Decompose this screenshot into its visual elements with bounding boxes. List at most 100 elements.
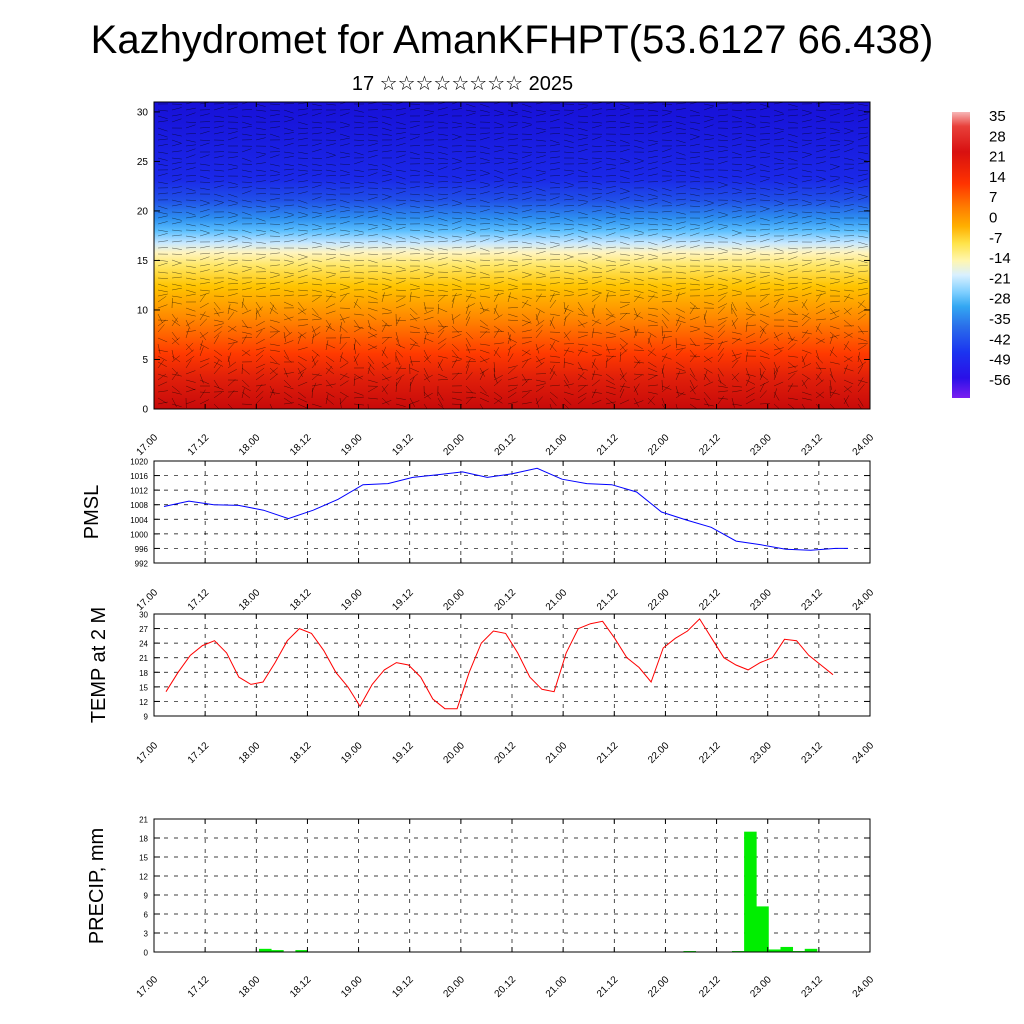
wind-barb xyxy=(507,197,518,201)
wind-barb xyxy=(717,379,727,387)
wind-barb xyxy=(465,271,476,274)
wind-barb xyxy=(773,283,784,286)
wind-barb xyxy=(479,162,490,165)
wind-barb xyxy=(423,193,434,197)
wind-barb xyxy=(255,384,263,393)
wind-barb xyxy=(843,192,854,195)
wind-barb xyxy=(759,175,770,178)
wind-barb xyxy=(451,343,460,352)
wind-barb xyxy=(675,307,686,313)
wind-barb xyxy=(241,229,252,234)
wind-barb xyxy=(199,318,208,327)
wind-barb xyxy=(745,121,756,126)
wind-barb xyxy=(605,358,608,369)
wind-barb xyxy=(437,186,448,189)
wind-barb xyxy=(395,150,406,153)
wind-barb xyxy=(647,289,658,294)
wind-barb xyxy=(339,287,350,291)
wind-barb xyxy=(507,268,518,273)
wind-barb xyxy=(815,263,826,267)
wind-barb xyxy=(787,337,798,342)
wind-barb xyxy=(619,349,628,357)
wind-barb xyxy=(801,301,808,311)
wind-barb xyxy=(185,154,196,159)
wind-barb xyxy=(409,229,420,231)
wind-barb xyxy=(815,228,826,231)
wind-barb xyxy=(731,191,742,195)
wind-barb xyxy=(619,181,630,184)
wind-barb xyxy=(409,355,413,366)
wind-barb xyxy=(367,223,378,227)
wind-barb xyxy=(535,193,546,196)
wind-barb xyxy=(465,361,476,363)
wind-barb xyxy=(213,349,223,357)
wind-barb xyxy=(773,221,784,225)
wind-barb xyxy=(241,115,252,118)
wind-barb xyxy=(507,334,511,345)
wind-barb xyxy=(479,325,490,330)
wind-barb xyxy=(591,247,602,250)
wind-barb xyxy=(745,322,748,333)
wind-barb xyxy=(619,133,630,135)
wind-barb xyxy=(521,319,532,324)
wind-barb xyxy=(451,133,462,138)
wind-barb xyxy=(297,102,308,105)
wind-barb xyxy=(675,108,686,111)
wind-barb xyxy=(633,233,644,237)
wind-barb xyxy=(619,211,630,215)
wind-barb xyxy=(227,355,231,366)
wind-barb xyxy=(703,145,714,149)
wind-barb xyxy=(171,150,182,153)
wind-barb xyxy=(563,383,574,387)
wind-barb xyxy=(465,265,476,270)
wind-barb xyxy=(283,402,294,405)
wind-barb xyxy=(521,259,532,261)
wind-barb xyxy=(549,341,556,351)
wind-barb xyxy=(171,221,182,225)
wind-barb xyxy=(311,283,322,286)
wind-barb xyxy=(829,223,840,228)
wind-barb xyxy=(185,112,196,117)
wind-barb xyxy=(745,387,755,393)
wind-barb xyxy=(353,191,364,195)
wind-barb xyxy=(171,166,182,171)
wind-barb xyxy=(255,396,264,405)
wind-barb xyxy=(269,133,280,138)
wind-barb xyxy=(521,197,532,201)
wind-barb xyxy=(493,229,504,233)
wind-barb xyxy=(437,257,448,261)
wind-barb xyxy=(507,124,518,129)
wind-barb xyxy=(801,379,808,389)
wind-barb xyxy=(507,346,511,357)
wind-barb xyxy=(283,379,292,388)
wind-barb xyxy=(367,181,378,184)
wind-barb xyxy=(297,274,308,279)
wind-barb xyxy=(185,192,196,195)
wind-barb xyxy=(535,307,545,314)
wind-barb xyxy=(661,112,672,117)
wind-barb xyxy=(633,294,641,303)
wind-barb xyxy=(409,269,420,273)
wind-barb xyxy=(465,232,476,237)
wind-barb xyxy=(465,364,470,375)
wind-barb xyxy=(325,391,335,398)
wind-barb xyxy=(675,283,686,285)
wind-barb xyxy=(759,293,770,297)
wind-barb xyxy=(717,385,728,388)
wind-barb xyxy=(255,174,266,177)
wind-barb xyxy=(745,139,756,142)
wind-barb xyxy=(605,186,616,189)
wind-barb xyxy=(829,325,840,330)
wind-barb xyxy=(703,367,713,374)
wind-barb xyxy=(395,365,402,375)
wind-barb xyxy=(297,173,308,177)
y-tick-label: 18 xyxy=(139,835,148,844)
wind-barb xyxy=(451,277,462,282)
wind-barb xyxy=(605,199,616,203)
wind-barb xyxy=(549,299,557,309)
wind-barb xyxy=(745,173,756,177)
wind-barb xyxy=(171,259,182,264)
wind-barb xyxy=(689,240,700,243)
wind-barb xyxy=(619,223,630,227)
